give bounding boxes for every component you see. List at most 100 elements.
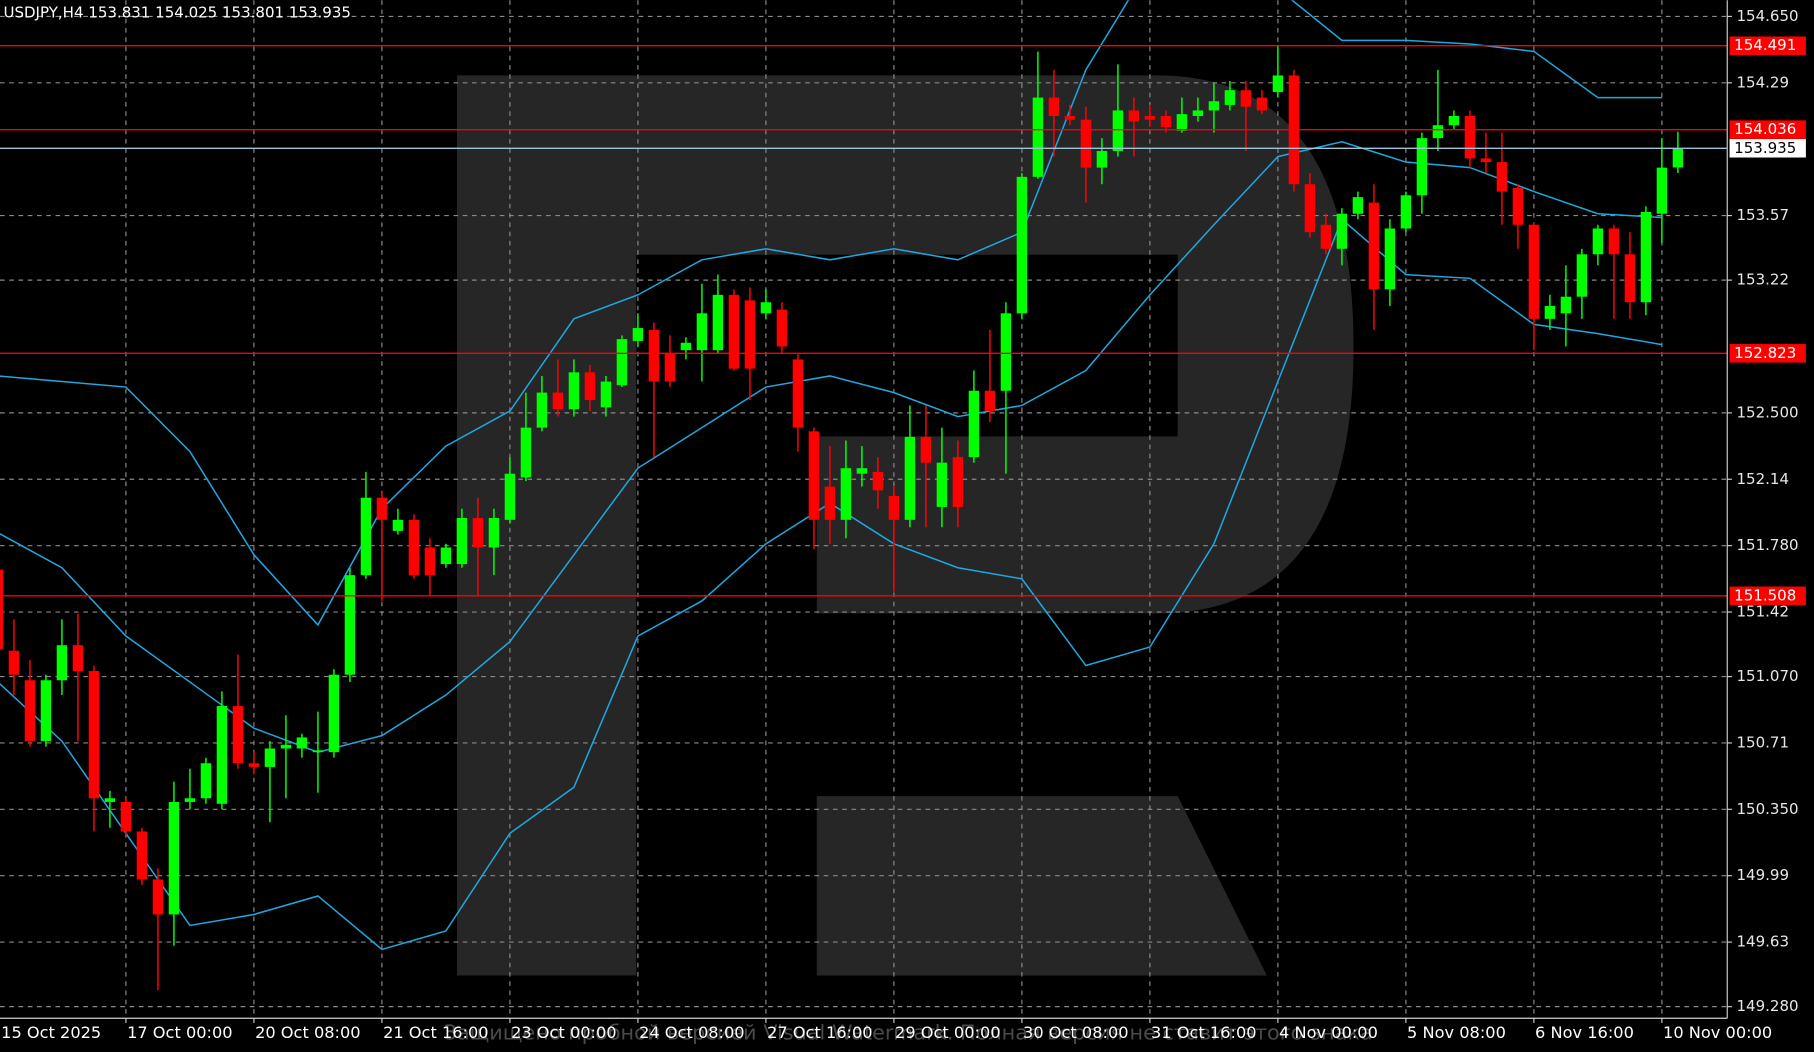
candle-body	[712, 294, 724, 351]
candle-body	[1560, 296, 1572, 314]
last-price-label: 153.935	[1734, 139, 1796, 157]
candle-body	[408, 519, 420, 576]
candle-body	[344, 575, 356, 675]
level-label-bg	[1729, 36, 1806, 55]
x-tick-label: 4 Nov 00:00	[1279, 1023, 1378, 1042]
candle-body	[1384, 228, 1396, 290]
candle-body	[568, 372, 580, 410]
y-tick-label: 152.14	[1736, 470, 1789, 488]
candle-body	[1464, 115, 1476, 159]
candle-body	[840, 468, 852, 520]
candle-body	[184, 798, 196, 802]
candle-body	[632, 328, 644, 341]
candle-body	[56, 645, 68, 681]
x-tick-label: 5 Nov 08:00	[1407, 1023, 1506, 1042]
last-price-label-bg	[1729, 139, 1806, 158]
y-tick-label: 154.650	[1736, 7, 1798, 25]
candle-body	[1144, 115, 1156, 120]
candle-body	[1592, 228, 1604, 255]
candle-body	[1208, 101, 1220, 111]
candle-body	[376, 497, 388, 520]
candle-body	[1080, 119, 1092, 168]
logo-stem	[456, 75, 637, 976]
candle-body	[424, 547, 436, 576]
x-tick-label: 10 Nov 00:00	[1663, 1023, 1772, 1042]
candle-body	[1048, 97, 1060, 116]
bollinger-band	[0, 141, 1662, 753]
candle-body	[200, 763, 212, 799]
candle-body	[888, 495, 900, 520]
x-tick-label: 17 Oct 00:00	[127, 1023, 233, 1042]
candle-body	[104, 798, 116, 802]
candle-body	[1496, 162, 1508, 192]
candle-body	[360, 497, 372, 576]
y-tick-label: 149.63	[1736, 933, 1789, 951]
x-tick-label: 24 Oct 08:00	[639, 1023, 745, 1042]
candle-body	[520, 427, 532, 478]
candle-body	[1640, 211, 1652, 303]
candle-body	[1272, 75, 1284, 93]
candle-body	[1352, 197, 1364, 214]
y-tick-label: 150.71	[1736, 733, 1789, 751]
candle-body	[1000, 313, 1012, 391]
candle-body	[8, 650, 20, 675]
y-tick-label: 149.280	[1736, 997, 1798, 1015]
candle-body	[1240, 90, 1252, 107]
candle-body	[1192, 110, 1204, 116]
logo-watermark	[456, 75, 1354, 976]
candle-body	[1320, 224, 1332, 249]
x-tick-label: 20 Oct 08:00	[255, 1023, 361, 1042]
candle-body	[872, 471, 884, 491]
x-tick-label: 30 Oct 08:00	[1023, 1023, 1129, 1042]
level-label-bg	[1729, 586, 1806, 606]
candle-body	[40, 680, 52, 742]
candle-body	[1064, 115, 1076, 120]
candle-body	[488, 517, 500, 548]
y-tick-label: 153.22	[1736, 271, 1789, 289]
level-label: 151.508	[1734, 586, 1796, 604]
candle-body	[1304, 184, 1316, 233]
candle-body	[1224, 90, 1236, 105]
level-label: 154.491	[1734, 36, 1796, 54]
candle-body	[1528, 224, 1540, 319]
candle-body	[1160, 115, 1172, 128]
y-tick-label: 151.780	[1736, 536, 1798, 554]
candle-body	[792, 359, 804, 428]
chart-title: USDJPY,H4 153.831 154.025 153.801 153.93…	[3, 3, 351, 21]
candle-body	[1448, 115, 1460, 126]
candle-body	[824, 486, 836, 520]
y-tick-label: 154.29	[1736, 73, 1789, 91]
candle-body	[552, 392, 564, 410]
plot	[0, 0, 1728, 991]
candle-body	[904, 436, 916, 520]
x-tick-label: 31 Oct 16:00	[1151, 1023, 1257, 1042]
candle-body	[472, 517, 484, 548]
candle-body	[1016, 176, 1028, 314]
candle-body	[504, 473, 516, 520]
candle-body	[760, 302, 772, 314]
candle-body	[536, 392, 548, 428]
level-label-bg	[1729, 120, 1806, 139]
candle-body	[1624, 254, 1636, 303]
x-tick-label: 27 Oct 16:00	[767, 1023, 873, 1042]
candle-body	[1576, 254, 1588, 297]
candle-body	[1400, 195, 1412, 229]
candle-body	[72, 645, 84, 672]
candle-body	[696, 313, 708, 351]
candle-body	[600, 381, 612, 408]
candle-body	[232, 706, 244, 764]
candle-body	[1656, 167, 1668, 214]
x-tick-label: 23 Oct 00:00	[511, 1023, 617, 1042]
y-tick-label: 150.350	[1736, 800, 1798, 818]
y-tick-label: 152.500	[1736, 403, 1798, 421]
y-tick-label: 151.070	[1736, 667, 1798, 685]
candle-body	[456, 517, 468, 565]
candle-body	[1672, 148, 1684, 168]
candle-body	[744, 300, 756, 369]
candle-body	[1416, 138, 1428, 196]
level-label: 152.823	[1734, 344, 1796, 362]
candle-body	[216, 706, 228, 804]
bollinger-band	[0, 0, 1662, 627]
